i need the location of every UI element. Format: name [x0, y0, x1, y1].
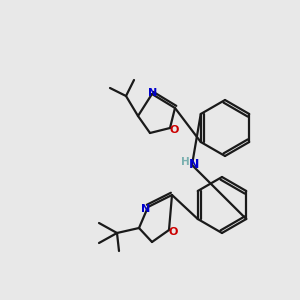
Text: N: N	[148, 88, 158, 98]
Text: N: N	[189, 158, 199, 172]
Text: O: O	[168, 227, 178, 237]
Text: N: N	[141, 204, 151, 214]
Text: H: H	[181, 157, 189, 167]
Text: O: O	[169, 125, 179, 135]
